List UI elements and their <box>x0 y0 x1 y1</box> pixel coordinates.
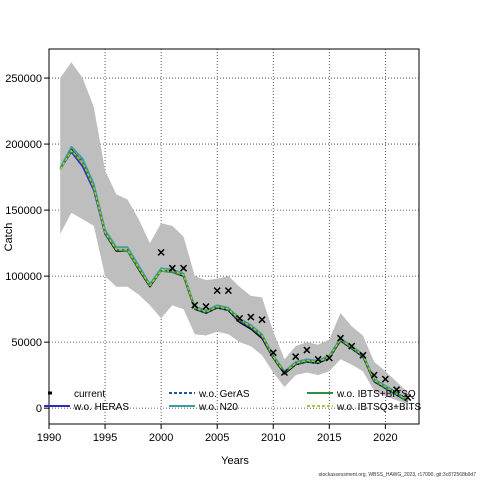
y-axis: 0 50000 100000 150000 200000 250000 <box>5 73 49 415</box>
y-tick-label: 150000 <box>5 205 42 217</box>
catch-point <box>280 368 288 377</box>
catch-point <box>404 394 412 402</box>
catch-point <box>247 313 255 321</box>
footer-text: stockassessment.org, WBSS_HAWG_2023, r17… <box>319 472 477 478</box>
y-tick-label: 200000 <box>5 139 42 151</box>
legend-label-6: w.o. IBTSQ3+BITS <box>336 402 422 413</box>
legend-label-2: w.o. HERAS <box>73 402 129 413</box>
legend-label-5: w.o. IBTS+BITSQ <box>336 389 416 400</box>
x-tick-label: 1995 <box>93 432 117 444</box>
catch-point <box>213 287 221 295</box>
catch-point <box>336 334 345 342</box>
x-tick-label: 2020 <box>373 432 397 444</box>
series-line-6 <box>59 149 409 401</box>
y-axis-title: Catch <box>3 223 15 252</box>
x-tick-label: 1990 <box>37 432 61 444</box>
catch-point <box>269 349 277 357</box>
x-tick-label: 2000 <box>149 432 173 444</box>
legend-label-3: w.o. GerAS <box>198 389 250 400</box>
catch-point <box>348 342 356 350</box>
catch-point <box>303 346 311 354</box>
catch-point <box>157 248 165 256</box>
catch-point <box>325 354 333 362</box>
legend-label-4: w.o. N20 <box>198 402 238 413</box>
y-tick-label: 250000 <box>5 73 42 85</box>
catch-point <box>359 351 367 359</box>
catch-point <box>202 302 210 311</box>
catch-point <box>370 371 378 379</box>
y-tick-label: 100000 <box>5 271 42 283</box>
catch-point <box>236 314 244 322</box>
x-axis: 1990 1995 2000 2005 2010 2015 2020 <box>37 424 398 444</box>
catch-point <box>224 287 232 295</box>
x-tick-label: 2010 <box>261 432 285 444</box>
legend: current w.o. HERAS w.o. GerAS w.o. N20 w.o. … <box>44 389 422 413</box>
y-tick-label: 0 <box>36 403 42 415</box>
plot-frame <box>48 48 420 425</box>
catch-point <box>393 386 401 394</box>
catch-point <box>180 264 188 272</box>
catch-point <box>292 353 300 361</box>
legend-label-1: current <box>74 389 105 400</box>
catch-point <box>314 355 322 363</box>
y-tick-label: 50000 <box>11 337 42 349</box>
catch-point <box>191 301 199 309</box>
confidence-band <box>60 62 408 405</box>
observed-catch-points <box>157 248 412 402</box>
confidence-band-layer <box>60 62 408 405</box>
catch-point <box>381 375 389 383</box>
x-tick-label: 2005 <box>205 432 229 444</box>
x-axis-title: Years <box>221 455 249 467</box>
catch-point <box>168 264 176 272</box>
catch-point <box>258 316 266 324</box>
x-tick-label: 2015 <box>317 432 341 444</box>
